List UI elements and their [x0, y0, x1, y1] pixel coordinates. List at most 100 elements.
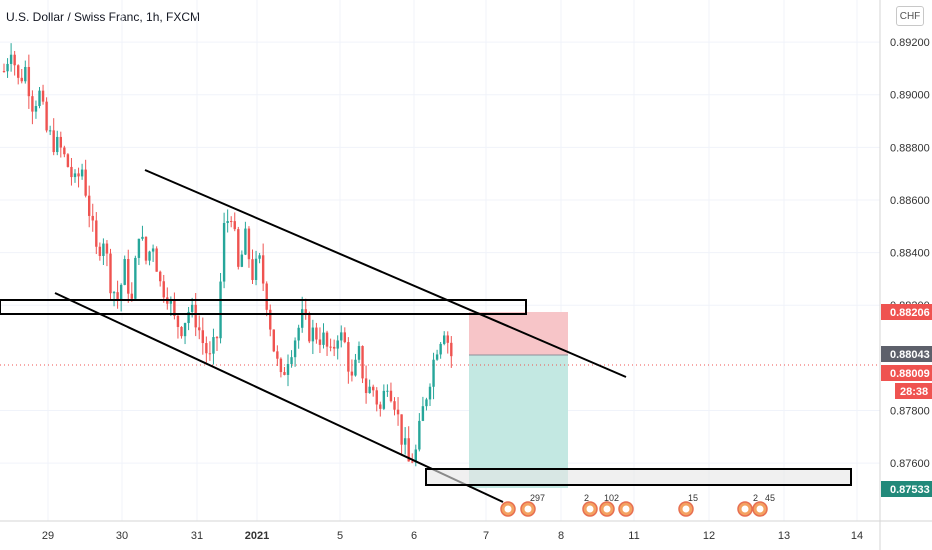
event-flag-icon[interactable]	[582, 501, 598, 517]
take-profit-zone[interactable]	[469, 355, 568, 488]
candle-body	[70, 166, 73, 178]
candle-body	[237, 229, 240, 267]
candle-body	[105, 243, 109, 254]
candle-body	[439, 343, 442, 355]
candle-body	[13, 54, 16, 66]
candle-body	[116, 292, 119, 302]
y-tick-label: 0.89200	[890, 37, 930, 49]
candle-body	[198, 327, 201, 331]
candle-body	[2, 71, 6, 73]
candle-body	[269, 309, 272, 330]
candle-body	[368, 386, 371, 394]
candle-body	[41, 90, 45, 102]
candle-body	[304, 309, 307, 315]
candle-body	[219, 281, 222, 339]
svg-text:0.87533: 0.87533	[890, 484, 930, 496]
candle-body	[411, 461, 414, 463]
candle-body	[318, 339, 322, 345]
candle-body	[322, 332, 325, 345]
event-flag-icon[interactable]	[752, 501, 768, 517]
y-tick-label: 0.87800	[890, 405, 930, 417]
time-axis: 29 30 31 2021 5 6 7 8 11 12 13 14	[42, 530, 863, 542]
candle-body	[98, 246, 102, 256]
candle-body	[382, 390, 386, 409]
candle-body	[24, 66, 27, 82]
candle-body	[137, 238, 141, 258]
x-tick-label: 5	[337, 530, 343, 542]
stop-loss-zone[interactable]	[469, 312, 568, 355]
lower-trendline[interactable]	[54, 292, 504, 503]
event-flag-icon[interactable]	[737, 501, 753, 517]
candle-body	[233, 221, 236, 230]
currency-button[interactable]: CHF	[896, 6, 924, 26]
event-flag-icon[interactable]	[678, 501, 694, 517]
candle-body	[102, 243, 105, 256]
support-zone[interactable]	[425, 468, 852, 486]
candle-body	[325, 332, 329, 347]
upper-trendline[interactable]	[144, 169, 627, 378]
candle-body	[403, 438, 407, 445]
candle-body	[9, 54, 13, 64]
candle-body	[332, 346, 336, 349]
candle-body	[162, 281, 165, 298]
candle-body	[435, 354, 439, 360]
candle-body	[144, 236, 148, 261]
candle-body	[290, 357, 293, 365]
candle-body	[283, 372, 286, 375]
candle-body	[27, 66, 31, 97]
candle-body	[393, 401, 396, 410]
candle-body	[244, 228, 247, 255]
candle-body	[247, 228, 251, 260]
candle-body	[230, 221, 233, 223]
countdown-tag: 28:38	[895, 383, 932, 399]
svg-text:0.88043: 0.88043	[890, 349, 930, 361]
event-flag-icon[interactable]	[599, 501, 615, 517]
candle-body	[340, 332, 343, 341]
candle-body	[286, 364, 290, 375]
candle-body	[155, 248, 158, 272]
event-count: 297	[530, 493, 545, 503]
candle-body	[428, 386, 432, 400]
event-flag-icon[interactable]	[500, 501, 516, 517]
candle-body	[407, 438, 410, 462]
candle-body	[31, 96, 34, 112]
candle-body	[180, 326, 183, 337]
candle-body	[293, 340, 297, 358]
x-tick-label: 7	[483, 530, 489, 542]
candle-body	[119, 284, 123, 302]
candle-body	[6, 63, 9, 72]
candle-body	[389, 390, 393, 402]
y-tick-label: 0.88800	[890, 142, 930, 154]
price-axis: 0.89200 0.89000 0.88800 0.88600 0.88400 0.882…	[890, 37, 930, 470]
candle-body	[176, 315, 180, 327]
price-tag-zone-bottom: 0.87533	[881, 481, 932, 497]
resistance-zone[interactable]	[0, 299, 527, 315]
vertical-grid	[47, 0, 858, 521]
candle-body	[151, 248, 155, 252]
candle-body	[347, 342, 350, 372]
candle-body	[254, 258, 258, 280]
x-tick-label: 6	[411, 530, 417, 542]
x-tick-label: 30	[116, 530, 128, 542]
candle-body	[279, 358, 283, 373]
candle-body	[48, 130, 52, 132]
candle-body	[308, 314, 311, 342]
candle-body	[183, 323, 187, 337]
svg-text:28:38: 28:38	[900, 386, 928, 398]
candle-body	[91, 215, 94, 221]
x-tick-label: 11	[628, 530, 639, 542]
event-flag-icon[interactable]	[520, 501, 536, 517]
candle-body	[301, 309, 304, 328]
candle-body	[372, 386, 375, 391]
candle-body	[329, 346, 332, 348]
candle-body	[20, 77, 23, 82]
candle-body	[130, 293, 133, 299]
candle-body	[379, 404, 382, 409]
event-flag-icon[interactable]	[618, 501, 634, 517]
candle-body	[450, 342, 453, 357]
candle-body	[425, 399, 428, 407]
price-tag-last: 0.88009	[881, 365, 932, 381]
candle-body	[208, 353, 212, 355]
candle-body	[73, 173, 77, 178]
